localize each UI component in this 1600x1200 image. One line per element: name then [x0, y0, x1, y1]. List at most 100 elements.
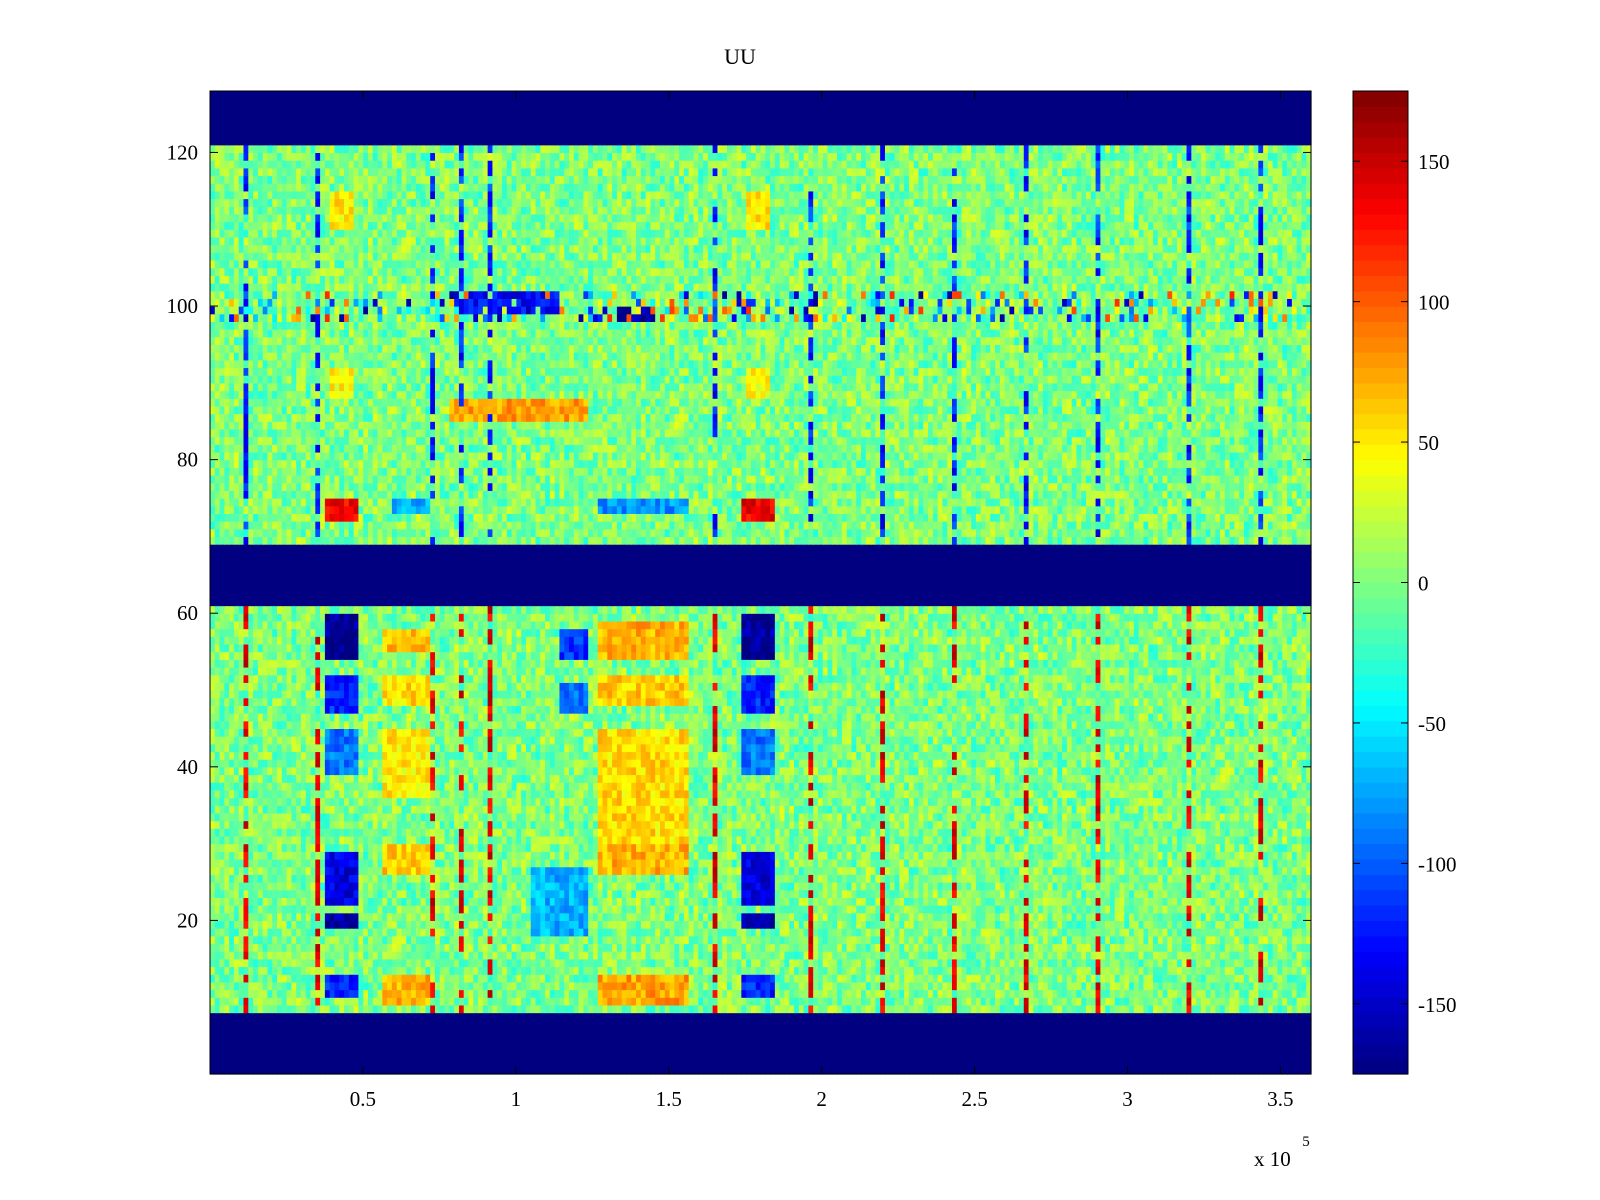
heatmap-cell — [928, 936, 933, 944]
heatmap-cell — [808, 920, 813, 928]
heatmap-cell — [631, 1036, 636, 1044]
heatmap-cell — [847, 1043, 852, 1051]
heatmap-cell — [1000, 966, 1005, 974]
heatmap-cell — [497, 974, 502, 982]
heatmap-cell — [794, 943, 799, 951]
heatmap-cell — [248, 1051, 253, 1059]
heatmap-cell — [985, 1036, 990, 1044]
heatmap-cell — [301, 928, 306, 936]
heatmap-cell — [1172, 1013, 1177, 1021]
heatmap-cell — [622, 920, 627, 928]
heatmap-cell — [291, 966, 296, 974]
heatmap-cell — [885, 928, 890, 936]
heatmap-cell — [1167, 920, 1172, 928]
heatmap-cell — [646, 943, 651, 951]
heatmap-cell — [1277, 951, 1282, 959]
heatmap-cell — [722, 913, 727, 921]
heatmap-cell — [899, 1051, 904, 1059]
heatmap-cell — [895, 1043, 900, 1051]
heatmap-cell — [507, 1043, 512, 1051]
heatmap-cell — [650, 966, 655, 974]
heatmap-cell — [1254, 1013, 1259, 1021]
heatmap-cell — [899, 990, 904, 998]
heatmap-cell — [325, 1059, 330, 1067]
heatmap-cell — [492, 1043, 497, 1051]
heatmap-cell — [473, 920, 478, 928]
heatmap-cell — [397, 928, 402, 936]
heatmap-cell — [1038, 997, 1043, 1005]
heatmap-cell — [914, 1020, 919, 1028]
heatmap-cell — [1096, 1020, 1101, 1028]
heatmap-cell — [1277, 966, 1282, 974]
heatmap-cell — [248, 982, 253, 990]
heatmap-cell — [947, 1005, 952, 1013]
heatmap-cell — [761, 1066, 766, 1074]
heatmap-cell — [392, 951, 397, 959]
heatmap-cell — [282, 1005, 287, 1013]
heatmap-cell — [737, 990, 742, 998]
heatmap-cell — [981, 913, 986, 921]
heatmap-cell — [449, 1036, 454, 1044]
heatmap-cell — [871, 936, 876, 944]
heatmap-cell — [952, 1051, 957, 1059]
heatmap-cell — [808, 928, 813, 936]
heatmap-cell — [1000, 959, 1005, 967]
heatmap-cell — [354, 1005, 359, 1013]
heatmap-cell — [224, 1020, 229, 1028]
heatmap-cell — [1091, 913, 1096, 921]
heatmap-cell — [717, 920, 722, 928]
heatmap-cell — [536, 959, 541, 967]
heatmap-cell — [981, 997, 986, 1005]
heatmap-cell — [938, 982, 943, 990]
heatmap-cell — [1172, 1005, 1177, 1013]
heatmap-cell — [387, 1066, 392, 1074]
heatmap-cell — [693, 959, 698, 967]
heatmap-cell — [521, 982, 526, 990]
heatmap-cell — [1110, 974, 1115, 982]
heatmap-cell — [866, 1020, 871, 1028]
heatmap-cell — [282, 1028, 287, 1036]
heatmap-cell — [947, 1036, 952, 1044]
heatmap-cell — [550, 905, 555, 913]
heatmap-cell — [435, 974, 440, 982]
heatmap-cell — [1258, 1013, 1263, 1021]
heatmap-cell — [401, 982, 406, 990]
heatmap-cell — [1086, 990, 1091, 998]
heatmap-cell — [717, 966, 722, 974]
heatmap-cell — [1210, 913, 1215, 921]
heatmap-cell — [354, 1036, 359, 1044]
heatmap-cell — [435, 905, 440, 913]
heatmap-cell — [301, 920, 306, 928]
heatmap-cell — [550, 943, 555, 951]
heatmap-cell — [732, 1028, 737, 1036]
heatmap-cell — [717, 1020, 722, 1028]
heatmap-cell — [1239, 974, 1244, 982]
heatmap-cell — [765, 928, 770, 936]
heatmap-cell — [435, 913, 440, 921]
heatmap-cell — [1263, 997, 1268, 1005]
heatmap-cell — [607, 1066, 612, 1074]
heatmap-cell — [679, 1051, 684, 1059]
heatmap-cell — [895, 1028, 900, 1036]
heatmap-cell — [789, 936, 794, 944]
heatmap-cell — [1009, 943, 1014, 951]
heatmap-cell — [1292, 1020, 1297, 1028]
heatmap-cell — [358, 997, 363, 1005]
heatmap-cell — [952, 966, 957, 974]
heatmap-cell — [957, 913, 962, 921]
heatmap-cell — [1120, 1059, 1125, 1067]
heatmap-cell — [942, 1020, 947, 1028]
heatmap-cell — [1172, 990, 1177, 998]
heatmap-cell — [521, 920, 526, 928]
heatmap-cell — [401, 943, 406, 951]
heatmap-cell — [1014, 1066, 1019, 1074]
heatmap-cell — [1009, 1005, 1014, 1013]
heatmap-cell — [799, 913, 804, 921]
heatmap-cell — [598, 1013, 603, 1021]
heatmap-cell — [425, 920, 430, 928]
heatmap-cell — [555, 982, 560, 990]
heatmap-cell — [234, 982, 239, 990]
heatmap-cell — [1005, 951, 1010, 959]
heatmap-cell — [282, 1051, 287, 1059]
heatmap-cell — [272, 997, 277, 1005]
